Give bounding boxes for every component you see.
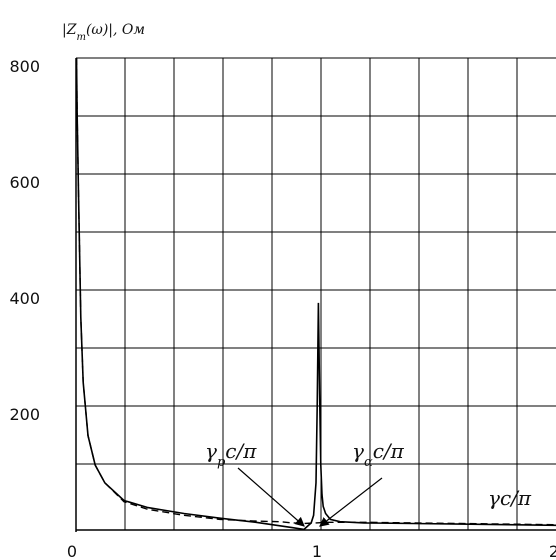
annotation-arrow-left: [237, 467, 305, 527]
annotation-arrow-right: [319, 477, 383, 527]
series-line-1: [75, 57, 556, 526]
y-axis-label: |Zm(ω)|, Ом: [62, 22, 145, 43]
y-tick-label: 200: [9, 405, 40, 424]
annotation-gamma-p: γрc/π: [205, 439, 257, 470]
y-tick-label: 600: [9, 173, 40, 192]
y-tick-label: 400: [9, 289, 40, 308]
annotation-gamma-alpha: γαc/π: [352, 439, 405, 470]
axes: [75, 57, 556, 532]
annotation-gamma: γc/π: [488, 486, 532, 510]
x-tick-label: 1: [312, 542, 322, 560]
x-tick-label: 2: [549, 542, 556, 560]
series-layer: [75, 57, 556, 531]
y-tick-label: 800: [9, 57, 40, 76]
annotation-arrows: [237, 467, 383, 527]
x-tick-label: 0: [67, 542, 77, 560]
grid: [76, 58, 556, 530]
series-line-0: [75, 57, 556, 531]
